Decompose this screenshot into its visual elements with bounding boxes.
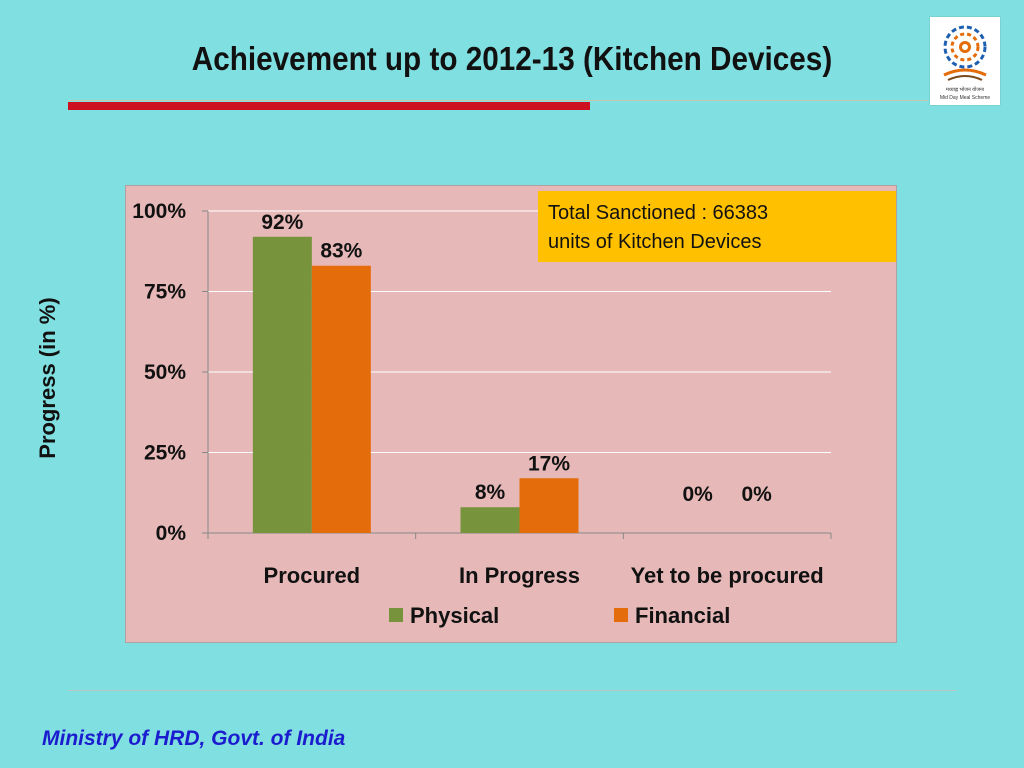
slide-title: Achievement up to 2012-13 (Kitchen Devic… — [191, 40, 833, 77]
bar-chart: 0% 25% 50% 75% 100% 92% 83% Procured 8% 17% In Pro… — [132, 200, 832, 628]
data-label: 0% — [682, 483, 713, 506]
x-tick-label: In Progress — [459, 563, 580, 588]
footer-text: Ministry of HRD, Govt. of India — [42, 727, 346, 750]
y-axis-label: Progress (in %) — [35, 297, 60, 459]
legend-swatch-physical — [389, 608, 403, 622]
data-label: 83% — [320, 240, 362, 263]
bar-physical — [460, 507, 520, 533]
bar-physical — [252, 236, 312, 533]
x-tick-label: Yet to be procured — [631, 563, 824, 588]
data-label: 92% — [261, 211, 303, 234]
footer-divider — [68, 690, 956, 691]
x-tick-label: Procured — [264, 563, 361, 588]
y-tick-label: 0% — [156, 522, 187, 545]
title-underline — [68, 100, 928, 101]
note-line-2: units of Kitchen Devices — [548, 231, 762, 253]
y-tick-label: 25% — [144, 442, 186, 465]
legend-label: Physical — [410, 603, 499, 628]
bar-financial — [311, 265, 371, 533]
total-sanctioned-note: Total Sanctioned : 66383 units of Kitche… — [538, 191, 896, 262]
logo-caption-english: Mid Day Meal Scheme — [939, 95, 991, 101]
y-tick-label: 75% — [144, 281, 186, 304]
logo-caption-hindi: मध्याह्न भोजन योजना — [945, 87, 985, 93]
title-red-bar — [68, 102, 590, 110]
y-tick-label: 100% — [132, 200, 186, 223]
legend-swatch-financial — [614, 608, 628, 622]
data-label: 17% — [528, 452, 570, 475]
note-line-1: Total Sanctioned : 66383 — [548, 202, 769, 224]
bar-financial — [519, 478, 579, 533]
mid-day-meal-logo: मध्याह्न भोजन योजना Mid Day Meal Scheme — [930, 17, 1000, 105]
data-label: 8% — [475, 481, 506, 504]
y-tick-label: 50% — [144, 361, 186, 384]
logo-emblem-icon — [943, 25, 987, 81]
legend-label: Financial — [635, 603, 730, 628]
data-label: 0% — [741, 483, 772, 506]
